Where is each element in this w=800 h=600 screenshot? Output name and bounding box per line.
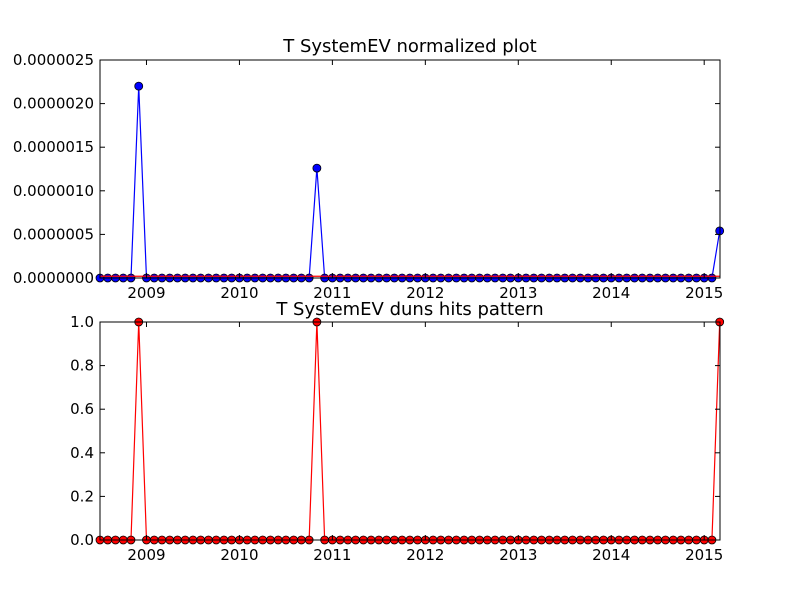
chart-1-series-1-point	[134, 81, 144, 91]
chart-2-x-tick-label: 2012	[406, 546, 444, 564]
chart-1-title: T SystemEV normalized plot	[282, 36, 537, 57]
chart-1-x-tick-label: 2013	[499, 284, 537, 302]
chart-1-x-tick-label: 2015	[685, 284, 723, 302]
chart-1-series-1-point	[312, 163, 322, 173]
chart-1-y-tick-label: 0.0000010	[13, 182, 94, 200]
chart-2-series-1-line	[100, 321, 721, 541]
chart-2-y-tick-label: 1.0	[70, 313, 94, 331]
chart-1-series-1-line	[100, 86, 721, 279]
chart-1-x-tick-label: 2009	[127, 284, 165, 302]
chart-2-y-tick-label: 0.6	[70, 400, 94, 418]
chart-2-title: T SystemEV duns hits pattern	[275, 299, 543, 320]
chart-2-x-tick-label: 2009	[127, 546, 165, 564]
chart-1-y-tick-label: 0.0000025	[13, 51, 94, 69]
chart-2-y-tick-label: 0.8	[70, 357, 94, 375]
chart-2-x-tick-label: 2013	[499, 546, 537, 564]
plot-hits-pattern: T SystemEV duns hits pattern 2009 2010 2011…	[70, 299, 725, 564]
chart-2-x-tick-label: 2014	[592, 546, 630, 564]
chart-1-x-tick-label: 2010	[220, 284, 258, 302]
plot-normalized: T SystemEV normalized plot 2009 2010 2011 20…	[13, 36, 725, 302]
chart-2-y-tick-label: 0.4	[70, 444, 94, 462]
chart-2-x-tick-label: 2015	[685, 546, 723, 564]
chart-1-x-tick-label: 2014	[592, 284, 630, 302]
chart-2-y-tick-label: 0.2	[70, 487, 94, 505]
chart-2-y-tick-label: 0.0	[70, 531, 94, 549]
chart-2-x-tick-label: 2011	[313, 546, 351, 564]
chart-1-x-tick-label: 2011	[313, 284, 351, 302]
chart-1-y-tick-label: 0.0000020	[13, 95, 94, 113]
chart-1-y-tick-label: 0.0000000	[13, 269, 94, 287]
chart-1-y-tick-label: 0.0000005	[13, 225, 94, 243]
chart-1-axes-frame	[99, 59, 721, 279]
chart-2-x-tick-label: 2010	[220, 546, 258, 564]
chart-1-y-tick-label: 0.0000015	[13, 138, 94, 156]
chart-1-x-tick-label: 2012	[406, 284, 444, 302]
chart-2-axes-frame	[99, 321, 721, 541]
